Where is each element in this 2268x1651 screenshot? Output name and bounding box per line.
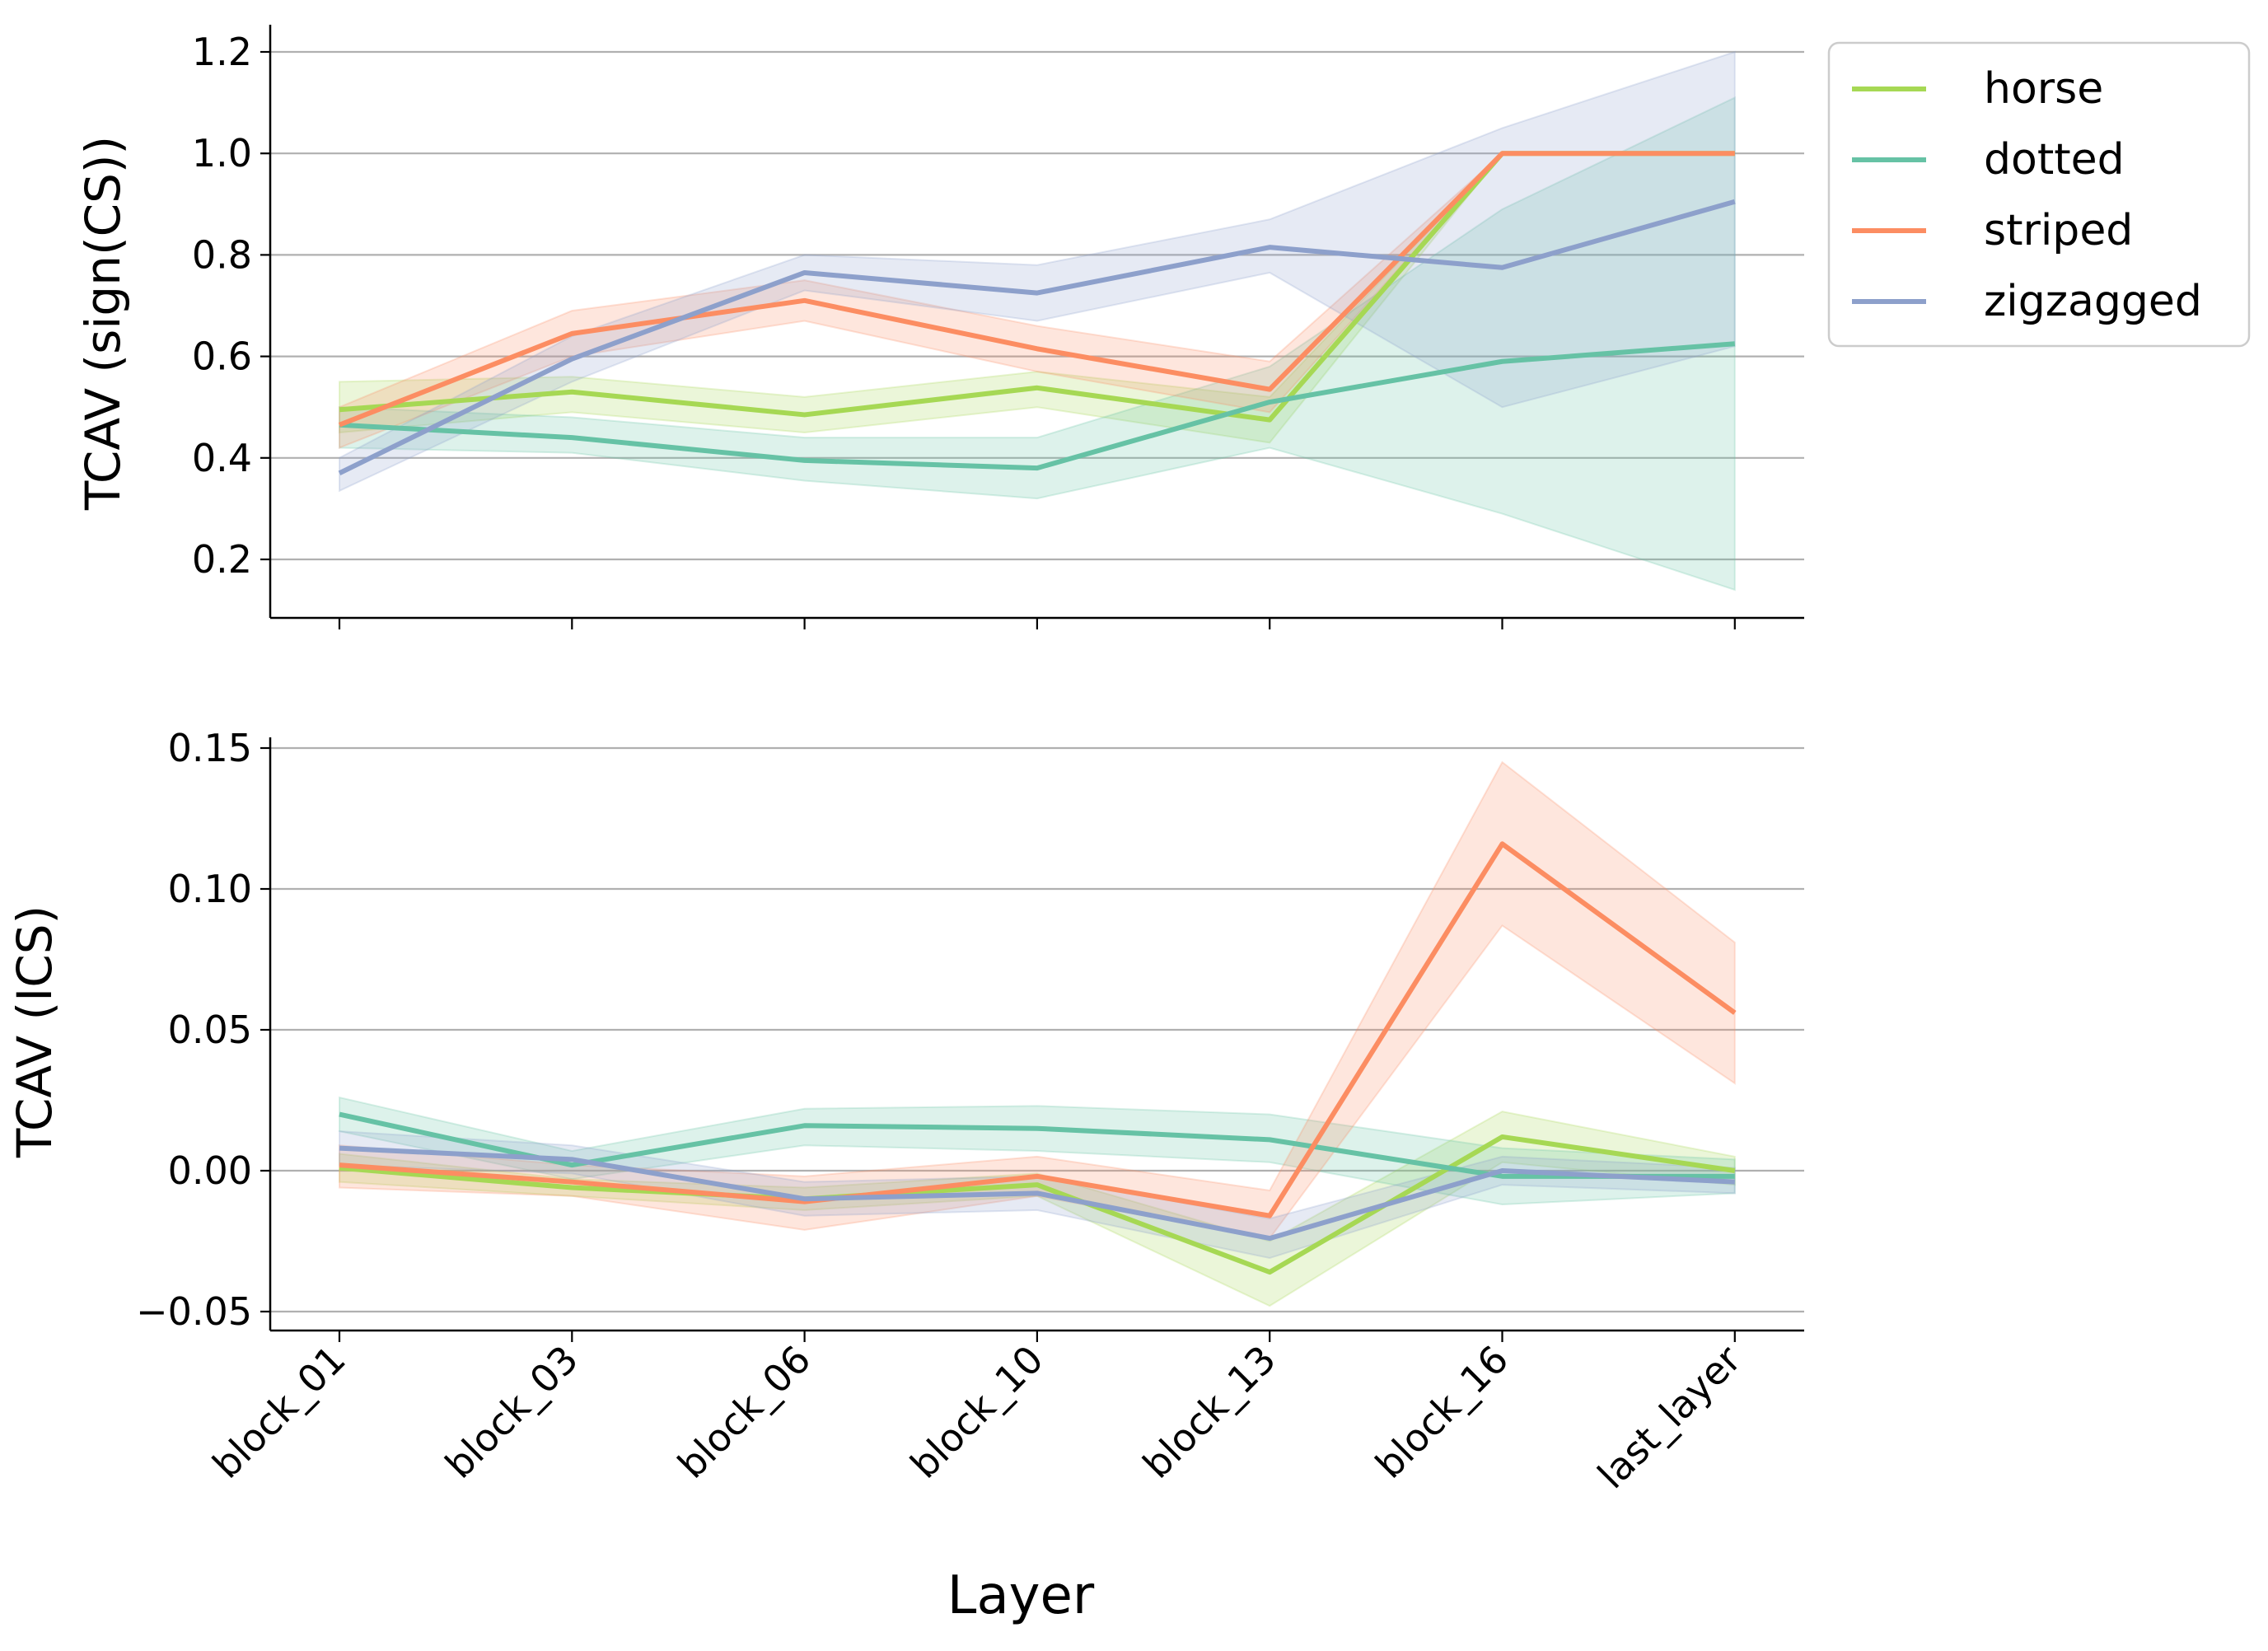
y-tick-label: 0.2 (192, 537, 252, 582)
x-tick-label: block_03 (437, 1337, 587, 1487)
y-tick-label: 1.0 (192, 131, 252, 175)
x-tick-label: last_layer (1589, 1337, 1750, 1498)
legend-label: dotted (1984, 135, 2125, 185)
x-axis-label: Layer (947, 1565, 1095, 1626)
x-tick-label: block_01 (204, 1337, 354, 1487)
y-tick-label: 0.00 (168, 1148, 252, 1193)
confidence-band (339, 760, 1736, 1240)
y-axis-label: TCAV (sign(CS)) (75, 136, 131, 511)
x-tick-label: block_06 (669, 1337, 819, 1487)
legend-box (1827, 41, 2251, 348)
x-tick-label: block_10 (902, 1337, 1052, 1487)
y-tick-label: 0.10 (168, 867, 252, 911)
legend-label: zigzagged (1984, 277, 2202, 326)
confidence-band (339, 96, 1736, 592)
y-tick-label: −0.05 (136, 1289, 252, 1334)
legend-label: striped (1984, 206, 2133, 255)
confidence-band (339, 1111, 1736, 1307)
y-tick-label: 0.8 (192, 232, 252, 277)
y-axis-label: TCAV (ICS) (7, 905, 63, 1158)
y-tick-label: 0.4 (192, 436, 252, 480)
top-panel: 0.2 0.4 0.6 0.8 1.0 1.2 TCAV (sign(CS)) (75, 25, 1804, 629)
y-tick-label: 0.6 (192, 334, 252, 379)
confidence-band (339, 1096, 1736, 1206)
x-tick-label: block_16 (1367, 1337, 1517, 1487)
legend: horse dotted striped zigzagged (1827, 41, 2251, 348)
y-tick-label: 0.15 (168, 726, 252, 770)
y-tick-label: 0.05 (168, 1008, 252, 1052)
bottom-panel: −0.05 0.00 0.05 0.10 0.15 block_01 block_03 blo… (7, 726, 1804, 1626)
confidence-band (339, 50, 1736, 493)
legend-label: horse (1984, 64, 2103, 114)
y-tick-label: 1.2 (192, 30, 252, 74)
x-tick-label: block_13 (1134, 1337, 1284, 1487)
